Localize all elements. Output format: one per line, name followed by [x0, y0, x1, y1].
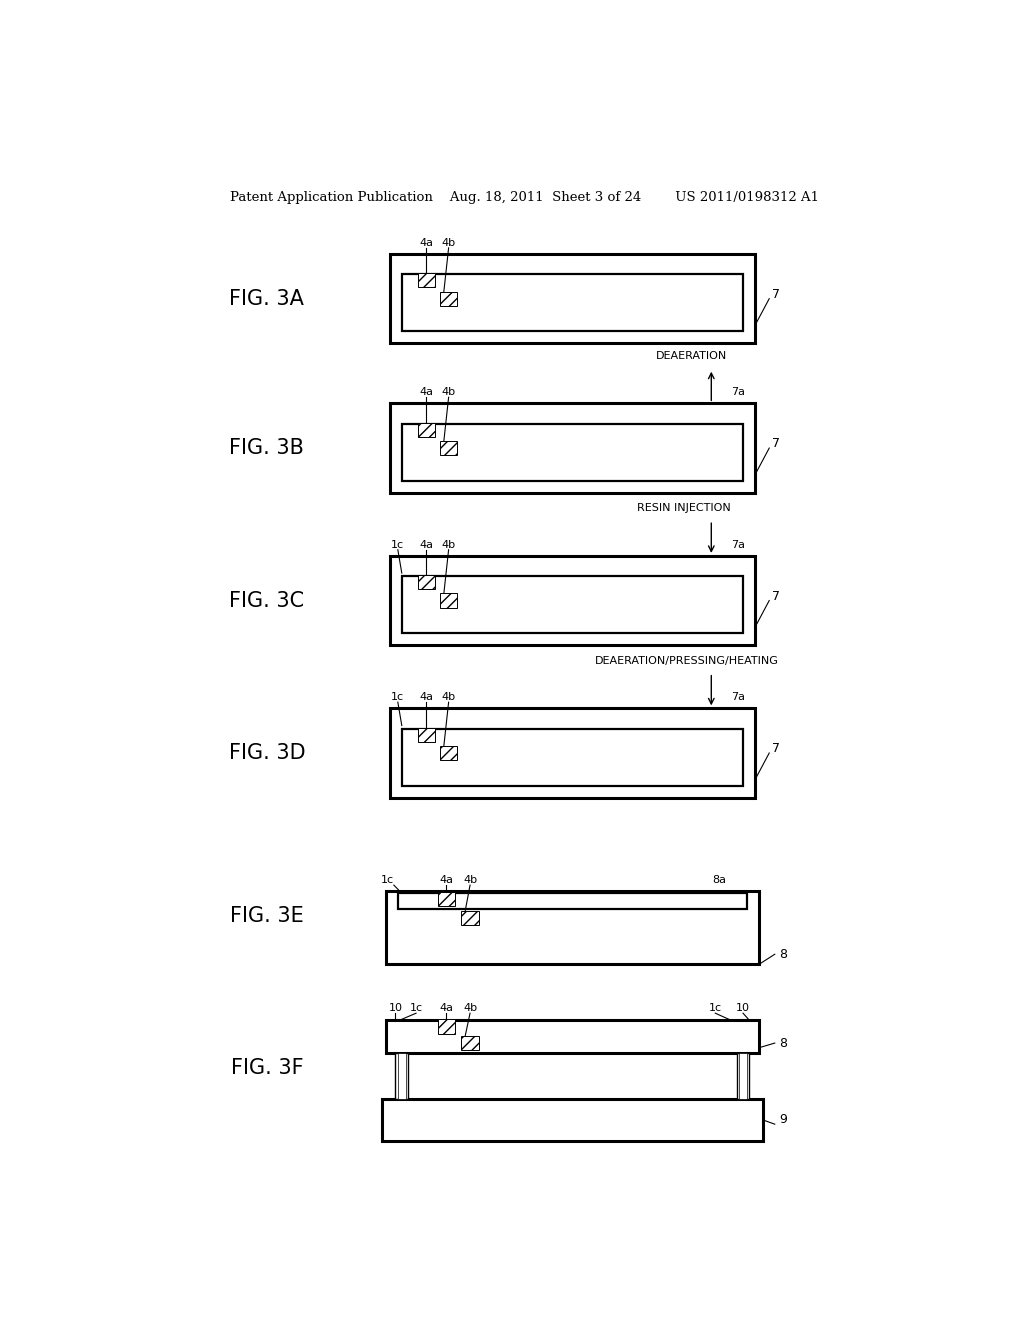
Text: 4b: 4b [463, 875, 477, 886]
Text: 8a: 8a [713, 875, 726, 886]
Text: DEAERATION/PRESSING/HEATING: DEAERATION/PRESSING/HEATING [595, 656, 778, 665]
Text: 1c: 1c [381, 875, 394, 886]
Text: RESIN INJECTION: RESIN INJECTION [637, 503, 731, 513]
Text: 8: 8 [779, 948, 786, 961]
Text: 4b: 4b [463, 1003, 477, 1014]
Text: 7: 7 [772, 742, 780, 755]
Text: 7: 7 [772, 288, 780, 301]
Text: 4a: 4a [420, 387, 433, 397]
Text: 9: 9 [779, 1113, 786, 1126]
Text: FIG. 3F: FIG. 3F [230, 1059, 303, 1078]
Text: 7: 7 [772, 437, 780, 450]
Bar [462, 1036, 479, 1049]
Text: 4b: 4b [441, 238, 456, 248]
Text: 1c: 1c [709, 1003, 722, 1014]
Bar [390, 404, 755, 492]
Bar [736, 1053, 750, 1098]
Text: 4b: 4b [441, 692, 456, 702]
Bar [418, 727, 435, 742]
Text: 1c: 1c [410, 1003, 423, 1014]
Text: FIG. 3E: FIG. 3E [230, 906, 304, 925]
Text: 4a: 4a [420, 692, 433, 702]
Text: 7a: 7a [731, 540, 745, 549]
Bar [739, 1053, 748, 1098]
Text: 4b: 4b [441, 540, 456, 549]
Text: 7: 7 [772, 590, 780, 602]
Bar [440, 292, 458, 306]
Bar [401, 729, 743, 785]
Bar [386, 1020, 759, 1053]
Text: 7a: 7a [731, 387, 745, 397]
Text: 4b: 4b [441, 387, 456, 397]
Bar [397, 1053, 406, 1098]
Text: 1c: 1c [391, 540, 404, 549]
Bar [401, 424, 743, 480]
Bar [418, 422, 435, 437]
Text: 7a: 7a [731, 692, 745, 702]
Bar [390, 556, 755, 645]
Bar [440, 441, 458, 455]
Bar [418, 576, 435, 589]
Text: DEAERATION: DEAERATION [656, 351, 727, 360]
Bar [401, 576, 743, 634]
Bar [437, 1019, 455, 1034]
Bar [462, 911, 479, 925]
Text: 1c: 1c [391, 692, 404, 702]
Bar [397, 894, 748, 908]
Text: 4a: 4a [439, 1003, 454, 1014]
Text: FIG. 3C: FIG. 3C [229, 590, 304, 611]
Text: Patent Application Publication    Aug. 18, 2011  Sheet 3 of 24        US 2011/01: Patent Application Publication Aug. 18, … [230, 190, 819, 203]
Text: 10: 10 [388, 1003, 402, 1014]
Bar [395, 1053, 409, 1098]
Text: 4a: 4a [439, 875, 454, 886]
Text: FIG. 3A: FIG. 3A [229, 289, 304, 309]
Bar [440, 594, 458, 607]
Text: FIG. 3D: FIG. 3D [228, 743, 305, 763]
Bar [418, 273, 435, 288]
Text: FIG. 3B: FIG. 3B [229, 438, 304, 458]
Text: 8: 8 [779, 1036, 786, 1049]
Bar [401, 275, 743, 331]
Bar [386, 891, 759, 965]
Bar [390, 253, 755, 343]
Bar [390, 709, 755, 797]
Bar [440, 746, 458, 760]
Text: 10: 10 [736, 1003, 750, 1014]
Bar [437, 892, 455, 907]
Bar [382, 1098, 763, 1142]
Text: 4a: 4a [420, 238, 433, 248]
Text: 4a: 4a [420, 540, 433, 549]
